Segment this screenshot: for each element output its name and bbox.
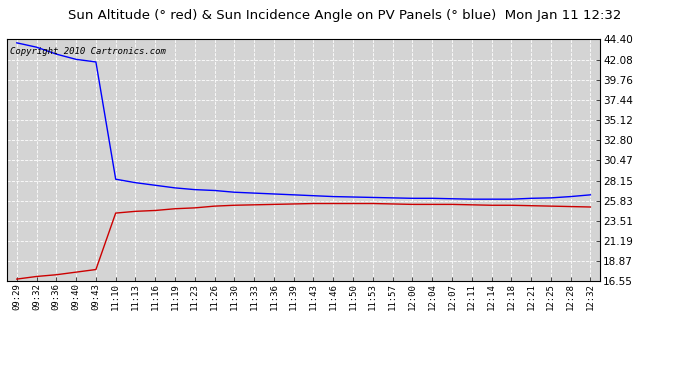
Text: Copyright 2010 Cartronics.com: Copyright 2010 Cartronics.com xyxy=(10,46,166,56)
Text: Sun Altitude (° red) & Sun Incidence Angle on PV Panels (° blue)  Mon Jan 11 12:: Sun Altitude (° red) & Sun Incidence Ang… xyxy=(68,9,622,22)
